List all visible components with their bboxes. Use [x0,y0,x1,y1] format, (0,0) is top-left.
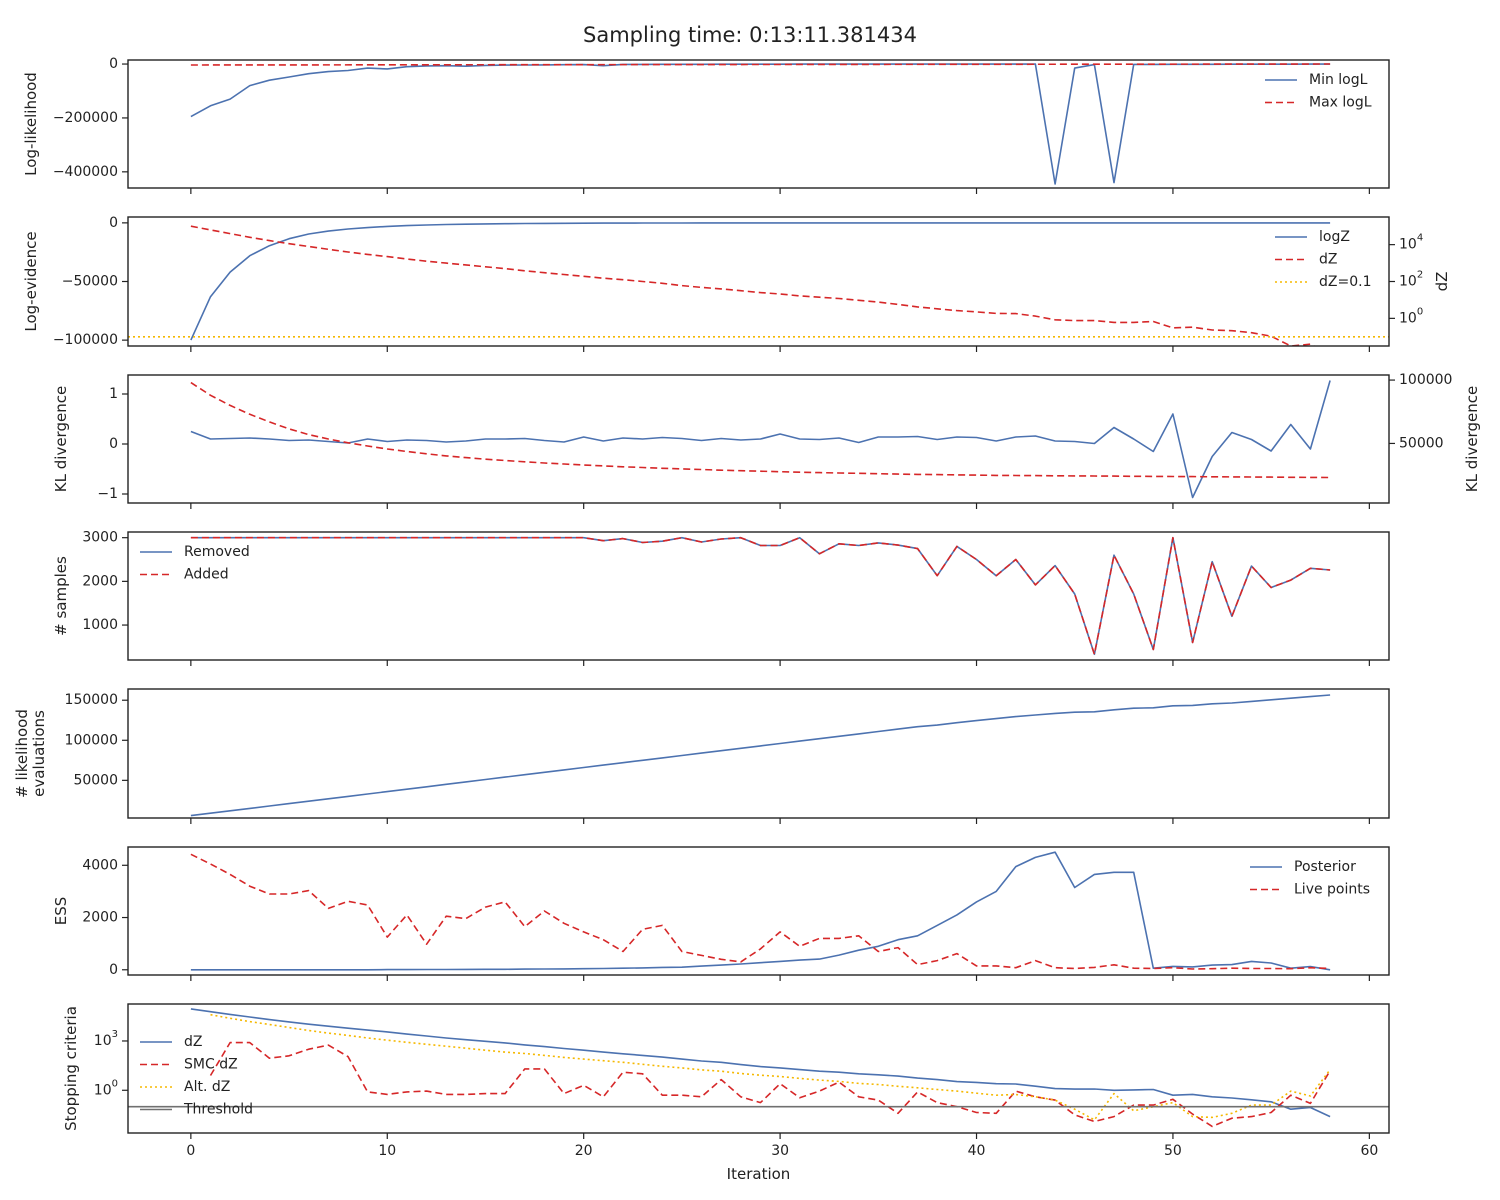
y-tick-label: 0 [109,962,118,978]
y2-tick-label: 102 [1399,270,1423,290]
legend: logZ dZ dZ=0.1 [1275,229,1371,290]
y2-axis-label: KL divergence [1463,386,1481,492]
y-axis-label: # samples [52,556,70,636]
y-tick-label: −200000 [53,110,118,126]
series-line-removed [190,536,1331,656]
axes-frame [127,846,1390,976]
x-tick-label: 0 [186,1143,195,1159]
series-line-smc-dz [209,1041,1331,1128]
series-group [190,694,1331,817]
panel-1: 0 −200000 −400000 Log-likelihood Min logL Max… [22,56,1390,194]
axes-frame [127,531,1390,661]
legend-label-dz: dZ [184,1034,202,1050]
axes-frame [127,1003,1390,1134]
y-axis-label: # likelihoodevaluations [13,709,48,798]
panel-4: 3000 2000 1000 # samples Removed Added [52,530,1390,666]
y-axis-label: Log-likelihood [22,72,40,176]
series-line-series-0 [190,380,1331,499]
y-axis-label: ESS [52,897,70,926]
series-line-dz [190,225,1316,346]
x-tick-label: 20 [575,1143,593,1159]
legend: Min logL Max logL [1265,72,1372,111]
y-tick-label: 50000 [73,772,118,788]
series-line-live-points [190,853,1331,970]
y-tick-label: 150000 [65,692,118,708]
series-line-added [190,536,1331,656]
axes-frame [127,59,1390,189]
y-tick-label: 0 [109,215,118,231]
y-tick-label: 1 [109,386,118,402]
y2-axis-label: dZ [1433,272,1451,292]
y-tick-label: −100000 [53,332,118,348]
legend-label-smc-dz: SMC dZ [184,1057,238,1073]
y-tick-label: 103 [94,1029,118,1049]
y-axis-label: Stopping criteria [62,1006,80,1131]
axes-frame [127,216,1390,347]
series-line-series-0 [190,694,1331,817]
y-tick-label: 0 [109,436,118,452]
y2-tick-label: 104 [1399,233,1423,253]
y-tick-label: 100 [94,1078,118,1098]
panel-6: 4000 2000 0 ESS Posterior Live points [52,846,1390,981]
legend-label-added: Added [184,567,229,583]
series-line-dz [190,1008,1331,1118]
y2-tick-label: 100 [1399,306,1423,326]
series-group [190,63,1331,185]
series-line-logz [190,222,1331,341]
y-tick-label: 0 [109,56,118,72]
series-group [190,536,1331,656]
y-tick-label: 4000 [82,857,118,873]
axes-frame [127,688,1390,819]
legend-label-min-logl: Min logL [1309,72,1368,88]
panel-3: 1 0 −1 100000 50000 KL divergence KL divergenc… [52,372,1481,509]
y2-tick-label: 100000 [1399,372,1452,388]
x-tick-label: 40 [968,1143,986,1159]
legend-label-logz: logZ [1319,229,1350,245]
series-group [190,380,1331,499]
series-group [190,851,1331,971]
legend-label-dz: dZ [1319,252,1337,268]
y-tick-label: 3000 [82,530,118,546]
axes-frame [127,374,1390,504]
y-tick-label: −50000 [62,274,118,290]
y-tick-label: 2000 [82,910,118,926]
legend-label-removed: Removed [184,544,250,560]
legend-label-threshold: Threshold [183,1102,253,1118]
panels: 0 −200000 −400000 Log-likelihood Min logL Max… [13,56,1481,1183]
legend: Removed Added [140,544,250,583]
legend-label-dz-0-1: dZ=0.1 [1319,274,1371,290]
x-tick-label: 10 [378,1143,396,1159]
y-axis-label: Log-evidence [22,231,40,331]
y2-tick-label: 50000 [1399,435,1444,451]
y-tick-label: 100000 [65,732,118,748]
series-line-series-1 [190,381,1331,479]
legend: Posterior Live points [1250,859,1370,898]
series-line-min-logl [190,63,1331,185]
x-axis-label: Iteration [727,1165,791,1183]
x-tick-label: 60 [1360,1143,1378,1159]
x-tick-label: 50 [1164,1143,1182,1159]
legend-label-posterior: Posterior [1294,859,1356,875]
figure-title: Sampling time: 0:13:11.381434 [583,23,917,47]
series-line-max-logl [190,63,1331,66]
y-axis-label-line: # likelihood [13,709,31,798]
legend-label-alt-dz: Alt. dZ [184,1079,230,1095]
y-tick-label: 2000 [82,573,118,589]
y-tick-label: −400000 [53,164,118,180]
y-tick-label: 1000 [82,617,118,633]
y-axis-label-line: evaluations [30,710,48,797]
x-tick-label: 30 [771,1143,789,1159]
legend-label-max-logl: Max logL [1309,95,1372,111]
legend-label-live-points: Live points [1294,882,1370,898]
panel-5: 150000 100000 50000 # likelihoodevaluations [13,688,1390,824]
series-line-posterior [190,851,1331,971]
series-group [128,1008,1389,1128]
series-group [128,222,1389,346]
y-axis-label: KL divergence [52,386,70,492]
legend: dZ SMC dZ Alt. dZ Threshold [140,1034,253,1118]
y-tick-label: −1 [97,486,118,502]
